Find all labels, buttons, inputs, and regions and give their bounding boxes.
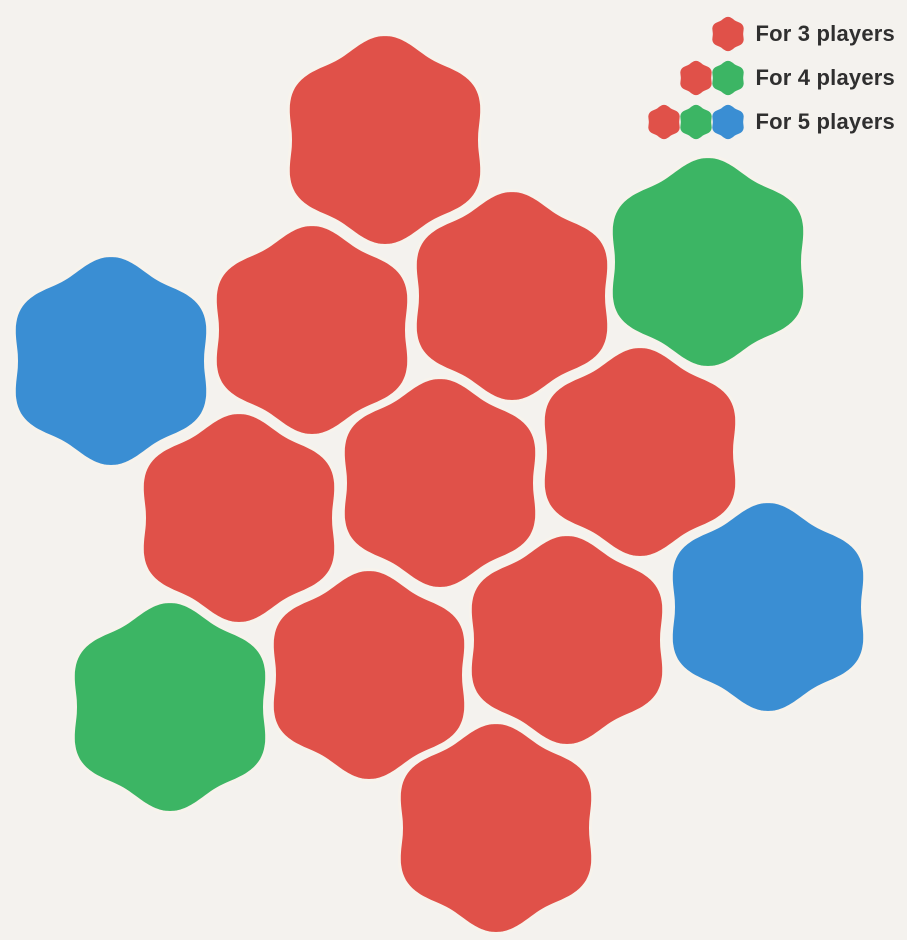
red-tile-icon	[648, 104, 681, 140]
tile-blue-upper-left	[12, 253, 210, 469]
legend-row-3-players: For 3 players	[595, 12, 895, 56]
tile-red-lower-left	[270, 567, 468, 783]
legend-icons-4-players	[680, 59, 747, 97]
tile-red-middle-left	[140, 410, 338, 626]
red-tile-icon	[680, 60, 713, 96]
tile-red-bottom	[397, 720, 595, 936]
tile-green-upper-right	[609, 154, 807, 370]
legend-label-4-players: For 4 players	[755, 65, 895, 90]
tile-red-middle-right	[541, 344, 739, 560]
tile-red-center	[341, 375, 539, 591]
legend-icons-3-players	[712, 15, 747, 53]
red-tile-icon	[712, 16, 745, 52]
legend-row-4-players: For 4 players	[595, 56, 895, 100]
legend-row-5-players: For 5 players	[595, 100, 895, 144]
green-tile-icon	[680, 104, 713, 140]
tile-red-top	[286, 32, 484, 248]
tile-red-upper-right	[413, 188, 611, 404]
legend-label-5-players: For 5 players	[755, 109, 895, 134]
player-count-legend: For 3 players For 4 players For 5 player…	[595, 12, 895, 144]
legend-label-3-players: For 3 players	[755, 21, 895, 46]
legend-icons-5-players	[648, 103, 747, 141]
blue-tile-icon	[712, 104, 745, 140]
tile-red-lower-right	[468, 532, 666, 748]
tile-red-upper-left	[213, 222, 411, 438]
tile-green-lower-left	[71, 599, 269, 815]
tile-blue-lower-right	[669, 499, 867, 715]
green-tile-icon	[712, 60, 745, 96]
